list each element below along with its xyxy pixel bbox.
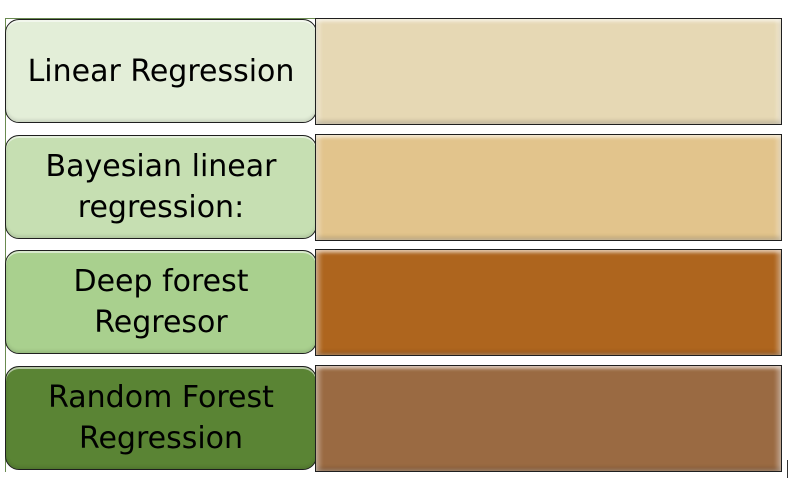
model-bar	[315, 18, 782, 125]
model-label: Deep forest Regresor	[73, 264, 249, 340]
model-label: Linear Regression	[27, 53, 295, 89]
model-label-box: Bayesian linear regression:	[5, 135, 317, 239]
model-label: Random Forest Regression	[48, 380, 274, 456]
model-row-bayesian-linear-regression: Bayesian linear regression:	[5, 134, 782, 241]
model-label-box: Deep forest Regresor	[5, 250, 317, 354]
model-label-box: Random Forest Regression	[5, 366, 317, 470]
model-label: Bayesian linear regression:	[45, 149, 277, 225]
model-row-deep-forest-regresor: Deep forest Regresor	[5, 249, 782, 356]
model-bar	[315, 134, 782, 241]
model-row-linear-regression: Linear Regression	[5, 18, 782, 125]
diagram-left-edge	[5, 18, 6, 472]
diagram-right-edge-tick	[787, 460, 788, 478]
model-bar	[315, 249, 782, 356]
model-row-random-forest-regression: Random Forest Regression	[5, 365, 782, 472]
model-label-box: Linear Regression	[5, 19, 317, 123]
model-bar	[315, 365, 782, 472]
